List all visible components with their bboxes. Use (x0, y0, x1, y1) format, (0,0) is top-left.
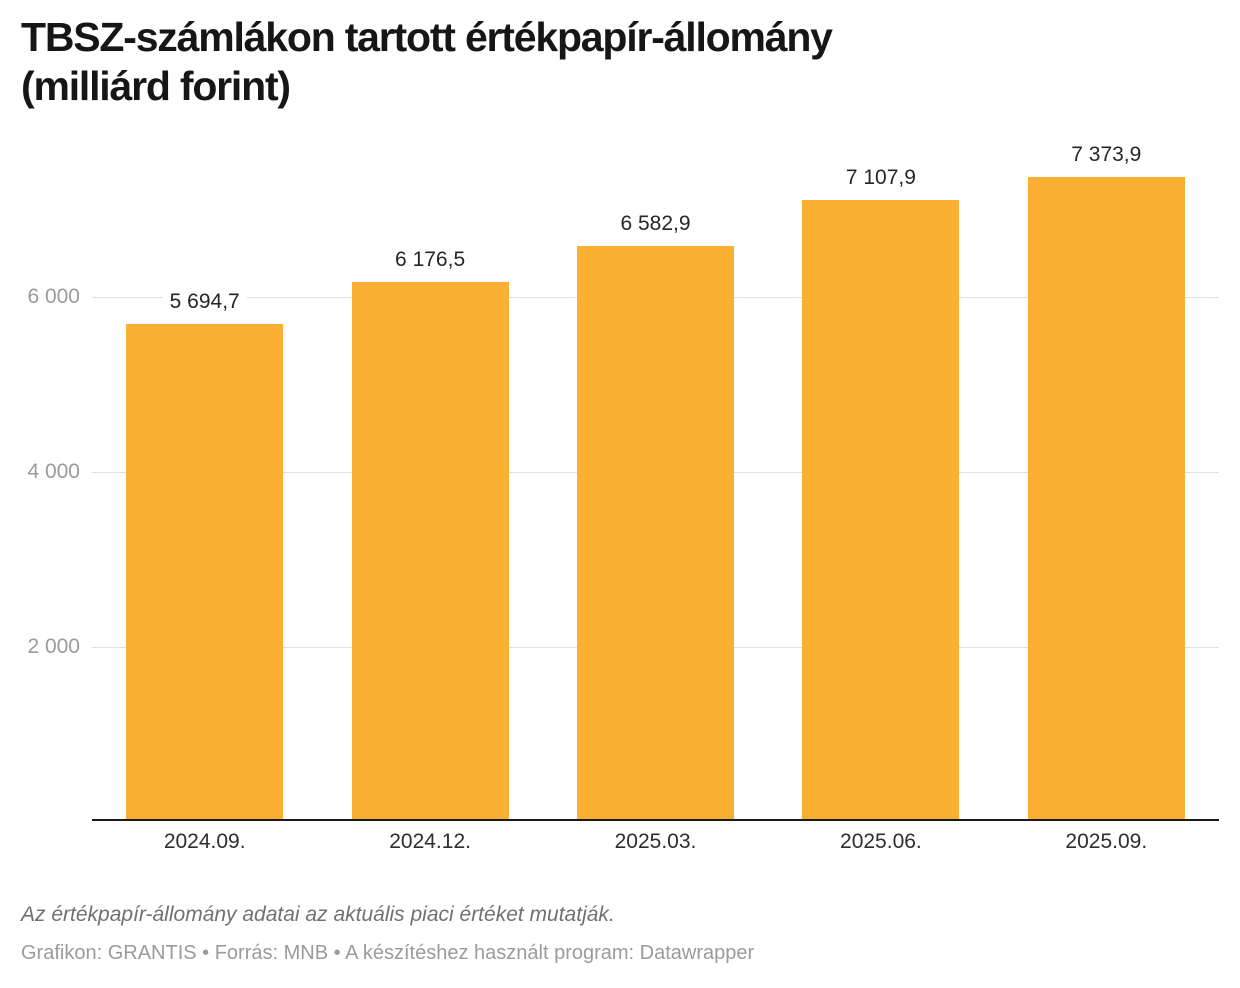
bar-value-label: 5 694,7 (162, 290, 247, 313)
bar-2025.06. (802, 200, 960, 819)
x-tick-label: 2024.12. (389, 830, 471, 853)
x-tick-label: 2024.09. (163, 830, 246, 853)
x-axis-line (92, 819, 1219, 821)
y-tick-label-4000: 4 000 (27, 460, 80, 483)
chart-title: TBSZ-számlákon tartott értékpapír-állomá… (21, 13, 833, 111)
chart-title-line2: (milliárd forint) (21, 63, 291, 109)
bar-value-label: 6 176,5 (388, 248, 473, 271)
bar-value-label: 7 373,9 (1064, 143, 1149, 166)
x-tick-label: 2025.06. (840, 830, 922, 853)
bar-2024.12. (351, 281, 509, 819)
chart-title-line1: TBSZ-számlákon tartott értékpapír-állomá… (21, 14, 833, 60)
bar-2025.03. (577, 245, 734, 819)
bar-2025.09. (1027, 176, 1185, 819)
y-tick-label-6000: 6 000 (27, 285, 80, 308)
bar-2024.09. (126, 323, 284, 819)
x-tick-label: 2025.03. (614, 830, 697, 853)
bar-value-label: 7 107,9 (838, 167, 923, 190)
y-tick-label-2000: 2 000 (27, 635, 80, 658)
x-tick-label: 2025.09. (1065, 830, 1148, 853)
chart-byline: Grafikon: GRANTIS • Forrás: MNB • A kész… (21, 942, 755, 964)
chart-note: Az értékpapír-állomány adatai az aktuáli… (21, 903, 615, 926)
bar-value-label: 6 582,9 (613, 212, 698, 235)
